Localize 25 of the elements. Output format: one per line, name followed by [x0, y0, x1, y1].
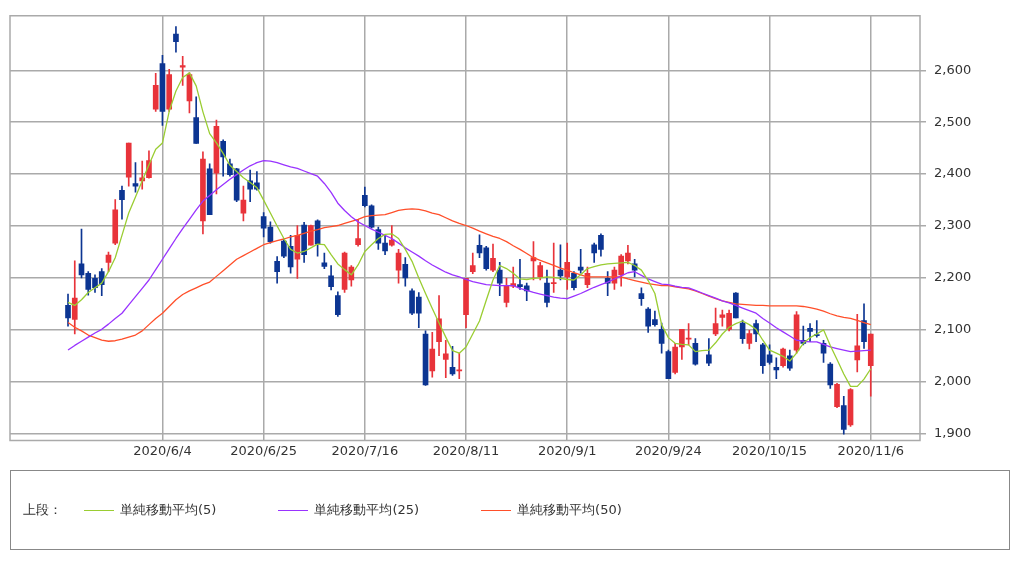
- x-tick-label: 2020/9/1: [538, 442, 597, 458]
- y-tick-label: 2,200: [934, 269, 972, 285]
- y-tick-label: 2,500: [934, 113, 972, 129]
- x-tick-label: 2020/9/24: [635, 442, 702, 458]
- y-tick-label: 2,000: [934, 373, 972, 389]
- legend-title: 上段：: [23, 501, 62, 519]
- x-tick-label: 2020/10/15: [732, 442, 808, 458]
- candlestick: [550, 242, 557, 293]
- x-tick-label: 2020/11/6: [837, 442, 905, 458]
- y-tick-label: 2,100: [934, 321, 972, 337]
- candlestick: [773, 357, 780, 379]
- legend-label: 単純移動平均(5): [120, 501, 217, 519]
- y-tick-label: 2,400: [934, 165, 972, 181]
- x-tick-label: 2020/8/11: [432, 442, 500, 458]
- y-tick-label: 1,900: [934, 425, 972, 441]
- candlestick: [456, 352, 463, 379]
- y-tick-label: 2,300: [934, 217, 972, 233]
- x-tick-label: 2020/6/4: [133, 442, 192, 458]
- legend-label: 単純移動平均(50): [517, 501, 622, 519]
- x-tick-label: 2020/7/16: [331, 442, 399, 458]
- candlestick: [442, 339, 449, 378]
- legend-label: 単純移動平均(25): [314, 501, 420, 519]
- x-tick-label: 2020/6/25: [230, 442, 297, 458]
- candlestick: [179, 55, 186, 86]
- y-tick-label: 2,600: [934, 61, 972, 77]
